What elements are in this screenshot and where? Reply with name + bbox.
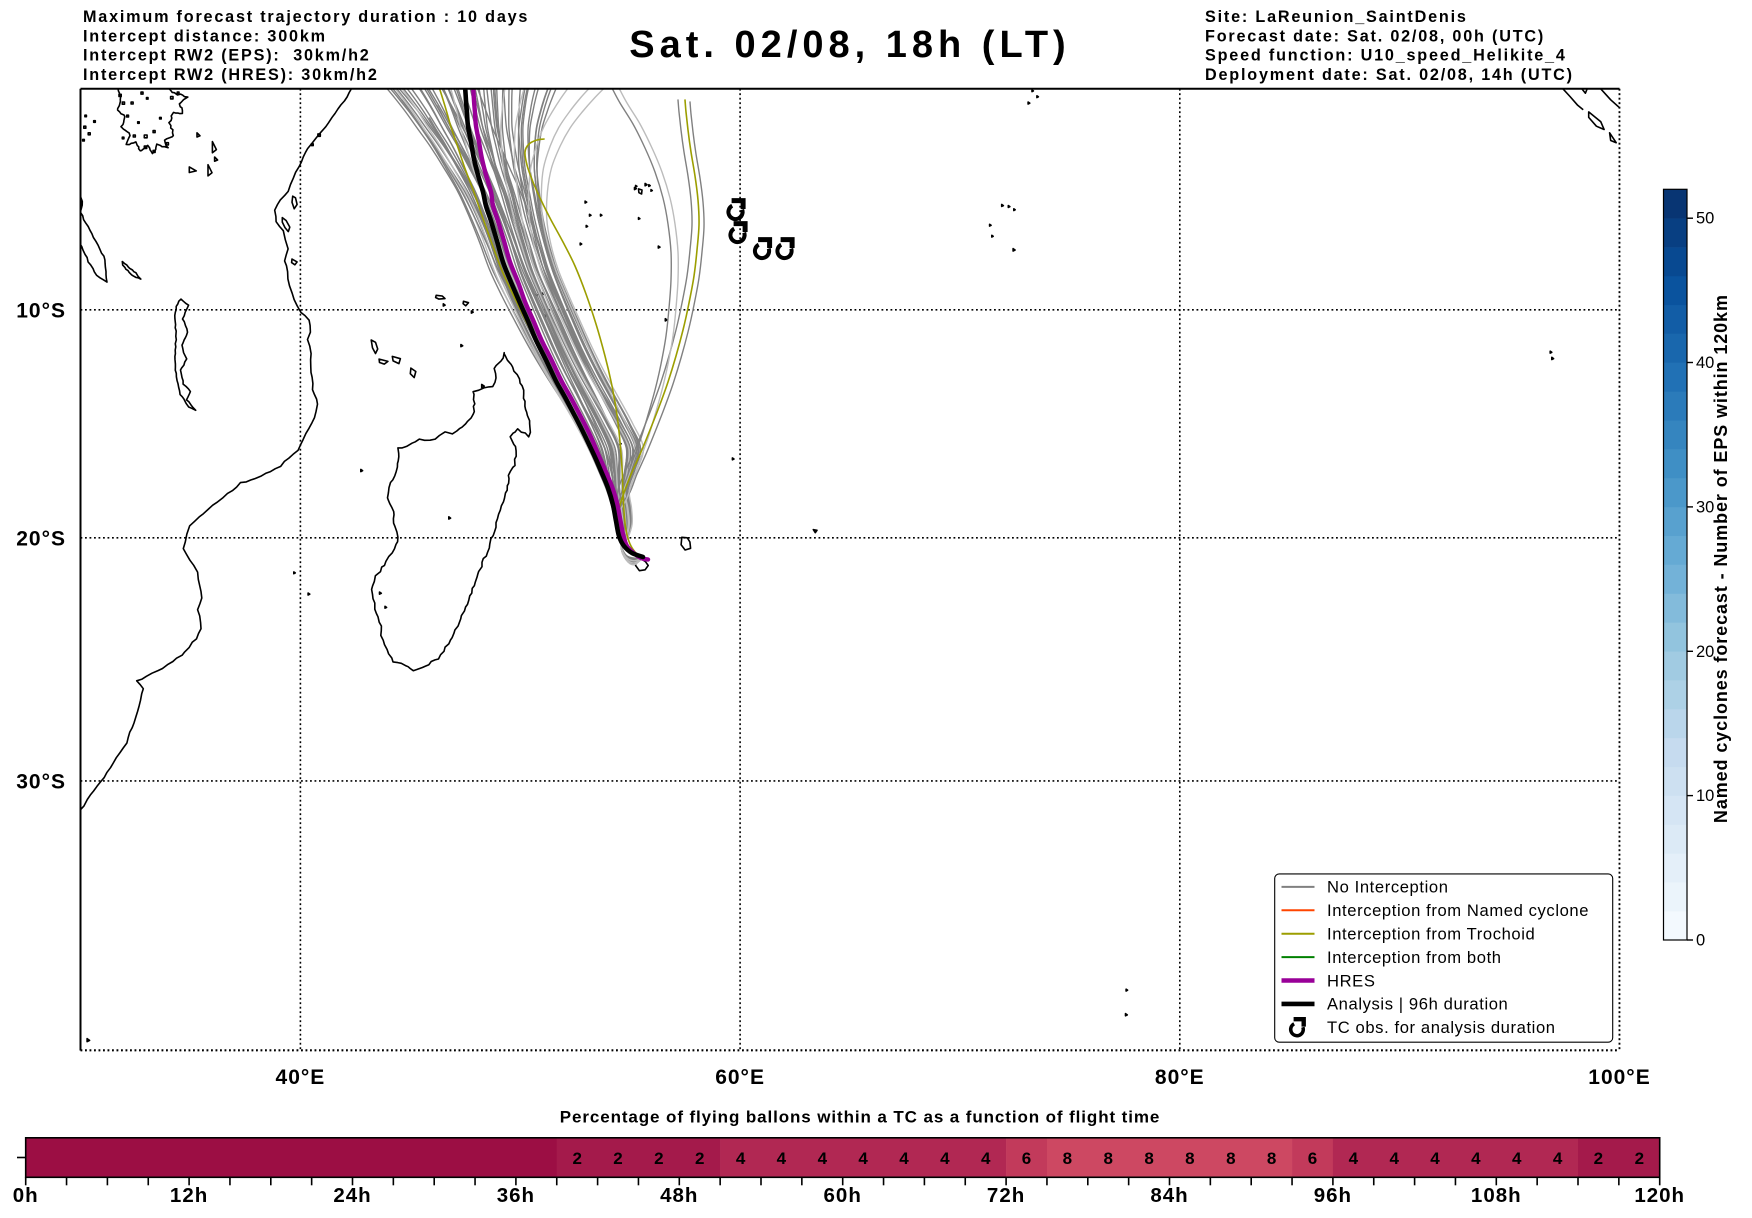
svg-text:No Interception: No Interception (1327, 878, 1449, 897)
svg-text:20°S: 20°S (16, 527, 66, 550)
svg-text:4: 4 (1349, 1149, 1359, 1168)
svg-text:Forecast date: Sat. 02/08, 00h: Forecast date: Sat. 02/08, 00h (UTC) (1205, 27, 1545, 45)
svg-text:Speed function: U10_speed_Heli: Speed function: U10_speed_Helikite_4 (1205, 47, 1567, 65)
svg-text:100°E: 100°E (1588, 1066, 1650, 1089)
svg-text:0h: 0h (13, 1184, 39, 1207)
svg-text:Intercept distance: 300km: Intercept distance: 300km (83, 27, 327, 45)
svg-text:120h: 120h (1634, 1184, 1685, 1207)
svg-text:8: 8 (1185, 1149, 1194, 1168)
svg-text:4: 4 (736, 1149, 746, 1168)
svg-text:2: 2 (1594, 1149, 1603, 1168)
svg-text:2: 2 (613, 1149, 622, 1168)
svg-text:36h: 36h (497, 1184, 535, 1207)
svg-text:8: 8 (1063, 1149, 1072, 1168)
svg-text:6: 6 (1308, 1149, 1317, 1168)
svg-text:Analysis | 96h duration: Analysis | 96h duration (1327, 995, 1508, 1014)
svg-text:Site: LaReunion_SaintDenis: Site: LaReunion_SaintDenis (1205, 8, 1468, 26)
svg-text:Named cyclones forecast - Numb: Named cyclones forecast - Number of EPS … (1711, 294, 1731, 823)
svg-text:4: 4 (777, 1149, 787, 1168)
svg-text:8: 8 (1103, 1149, 1112, 1168)
svg-text:4: 4 (1471, 1149, 1481, 1168)
svg-text:60°E: 60°E (715, 1066, 765, 1089)
svg-text:Interception from Named cyclon: Interception from Named cyclone (1327, 901, 1589, 920)
svg-text:TC obs. for analysis duration: TC obs. for analysis duration (1327, 1018, 1556, 1037)
svg-text:8: 8 (1144, 1149, 1153, 1168)
svg-text:8: 8 (1226, 1149, 1235, 1168)
svg-text:2: 2 (695, 1149, 704, 1168)
svg-text:HRES: HRES (1327, 971, 1376, 990)
svg-text:40: 40 (1696, 354, 1714, 372)
svg-text:72h: 72h (987, 1184, 1025, 1207)
svg-text:80°E: 80°E (1155, 1066, 1205, 1089)
svg-text:2: 2 (654, 1149, 663, 1168)
svg-text:4: 4 (1430, 1149, 1440, 1168)
svg-text:50: 50 (1696, 210, 1714, 228)
svg-text:30: 30 (1696, 498, 1714, 516)
svg-text:6: 6 (1022, 1149, 1031, 1168)
svg-text:24h: 24h (333, 1184, 371, 1207)
svg-text:20: 20 (1696, 643, 1714, 661)
svg-text:96h: 96h (1314, 1184, 1352, 1207)
svg-text:10: 10 (1696, 787, 1714, 805)
svg-text:4: 4 (858, 1149, 868, 1168)
svg-text:60h: 60h (824, 1184, 862, 1207)
svg-text:Interception from Trochoid: Interception from Trochoid (1327, 925, 1535, 944)
svg-text:2: 2 (1635, 1149, 1644, 1168)
svg-text:4: 4 (1389, 1149, 1399, 1168)
svg-text:8: 8 (1267, 1149, 1276, 1168)
svg-text:Maximum forecast trajectory du: Maximum forecast trajectory duration : 1… (83, 8, 529, 26)
svg-text:2: 2 (572, 1149, 581, 1168)
svg-text:10°S: 10°S (16, 299, 66, 322)
svg-text:4: 4 (818, 1149, 828, 1168)
svg-text:Sat. 02/08, 18h (LT): Sat. 02/08, 18h (LT) (629, 24, 1070, 66)
svg-text:4: 4 (1512, 1149, 1522, 1168)
svg-text:4: 4 (940, 1149, 950, 1168)
svg-text:0: 0 (1696, 932, 1705, 950)
svg-text:4: 4 (981, 1149, 991, 1168)
svg-text:4: 4 (1553, 1149, 1563, 1168)
svg-text:108h: 108h (1471, 1184, 1522, 1207)
svg-text:30°S: 30°S (16, 770, 66, 793)
svg-text:Intercept RW2 (EPS): 30km/h2: Intercept RW2 (EPS): 30km/h2 (83, 47, 371, 65)
svg-text:12h: 12h (170, 1184, 208, 1207)
svg-text:84h: 84h (1150, 1184, 1188, 1207)
svg-text:48h: 48h (660, 1184, 698, 1207)
svg-text:4: 4 (899, 1149, 909, 1168)
svg-text:Intercept RW2 (HRES): 30km/h2: Intercept RW2 (HRES): 30km/h2 (83, 66, 379, 84)
svg-text:Interception from both: Interception from both (1327, 948, 1502, 967)
svg-text:Deployment date: Sat. 02/08, 1: Deployment date: Sat. 02/08, 14h (UTC) (1205, 66, 1574, 84)
svg-text:Percentage of flying ballons w: Percentage of flying ballons within a TC… (560, 1108, 1160, 1127)
svg-text:40°E: 40°E (276, 1066, 326, 1089)
